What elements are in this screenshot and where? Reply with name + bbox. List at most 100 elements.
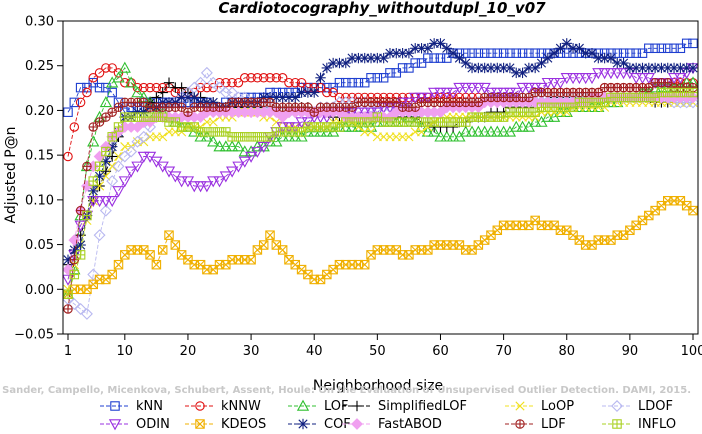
data-point [599,97,610,108]
data-point [625,48,635,58]
data-point [290,259,301,270]
data-point [637,215,648,226]
data-point [562,107,572,117]
data-point [131,121,144,133]
data-point [656,200,667,211]
data-point [207,76,220,89]
data-point [516,82,529,94]
data-point [244,151,258,163]
data-point [650,205,660,216]
data-point [681,38,692,49]
data-point [63,263,74,276]
data-point [207,176,220,188]
data-point [144,120,157,133]
legend-label: LoOP [541,399,574,414]
data-point [175,176,188,188]
data-point [107,161,117,171]
data-point [536,57,547,69]
data-point [467,245,477,255]
data-point [423,122,433,132]
data-point [131,86,144,98]
data-point [69,122,80,132]
data-point [421,125,434,137]
data-point [611,68,624,80]
data-point [604,68,618,80]
data-point [473,48,484,58]
data-point [75,82,86,93]
data-point [238,156,251,168]
data-point [226,140,239,152]
data-point [177,127,187,137]
data-point [353,77,364,88]
data-point [232,161,245,173]
data-point [459,125,472,137]
data-point [542,52,553,64]
data-point [164,230,174,240]
legend-label: SimplifiedLOF [378,399,467,414]
data-point [341,92,351,103]
data-point [656,43,667,54]
data-point [341,77,351,88]
data-point [69,269,80,280]
data-point [366,73,376,83]
data-point [442,53,452,63]
data-point [624,62,636,74]
data-point [82,210,92,221]
data-point [88,122,99,132]
data-point [328,87,338,98]
data-point [257,141,270,153]
series-cof [63,38,698,265]
legend-swatch-marker [612,419,622,429]
data-point [479,48,490,58]
data-point [473,240,484,250]
data-point [189,122,200,132]
data-point [688,205,698,216]
data-point [87,196,100,208]
data-point [144,116,156,128]
data-point [347,92,357,103]
data-point [447,47,459,59]
data-point [529,62,541,74]
data-point [498,48,509,58]
data-point [366,117,376,127]
data-point [189,92,200,103]
data-point [465,82,479,94]
data-point [404,250,414,260]
data-point [403,47,415,59]
data-point [137,151,150,163]
data-point [467,48,477,58]
data-point [202,82,212,93]
data-point [681,200,692,211]
legend-item: FastABOD [342,417,442,432]
data-point [106,196,119,208]
legend-label: COF [324,417,351,432]
data-point [221,102,231,113]
data-point [465,125,479,137]
data-point [524,92,534,103]
data-point [530,112,540,122]
data-point [240,73,250,83]
data-point [328,82,338,93]
data-point [63,107,73,117]
data-point [118,150,131,163]
data-point [675,43,686,54]
data-point [265,73,275,83]
legend-item: INFLO [602,417,676,432]
data-point [170,117,181,127]
data-point [82,284,92,295]
data-point [290,92,301,103]
data-point [549,220,559,231]
legend-item: KDEOS [185,417,266,432]
data-point [421,92,434,104]
x-tick-label: 10 [117,344,134,359]
data-point [145,250,155,260]
data-point [547,77,561,90]
data-point [372,73,383,83]
data-point [385,68,395,78]
data-point [352,107,365,119]
data-point [194,181,207,193]
x-tick-label: 1 [64,344,72,359]
data-point [303,269,313,280]
chart-title: Cardiotocography_withoutdupl_10_v07 [218,0,546,17]
